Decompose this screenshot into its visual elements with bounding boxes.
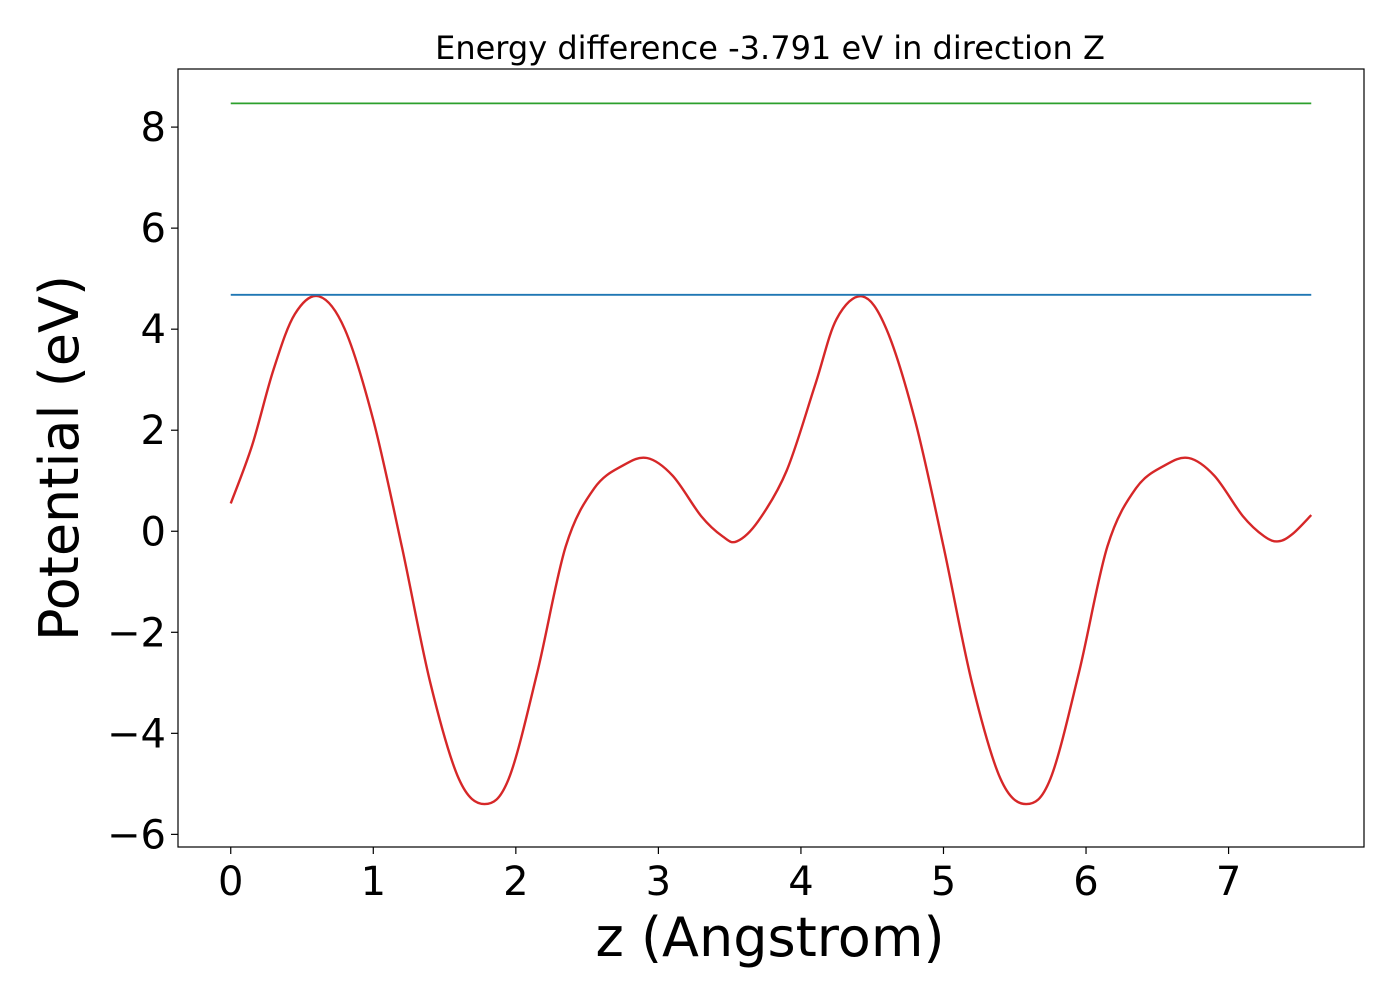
chart-title: Energy difference -3.791 eV in direction…	[435, 29, 1105, 67]
x-axis-label: z (Angstrom)	[595, 906, 944, 969]
series-line-0	[229, 294, 1313, 806]
x-tick-label: 3	[646, 859, 671, 905]
y-tick-label: 6	[141, 206, 166, 252]
x-tick-label: 5	[931, 859, 956, 905]
x-tick-label: 7	[1216, 859, 1241, 905]
x-axis-ticks: 0 1 2 3 4 5 6 7	[218, 847, 1241, 905]
x-tick-label: 6	[1073, 859, 1098, 905]
y-tick-label: −4	[107, 711, 166, 757]
y-tick-label: −6	[107, 812, 166, 858]
y-tick-label: −2	[107, 610, 166, 656]
x-tick-label: 1	[361, 859, 386, 905]
x-tick-label: 2	[503, 859, 528, 905]
y-tick-label: 8	[141, 105, 166, 151]
y-axis-ticks: −6 −4 −2 0 2 4 6 8	[107, 105, 178, 858]
y-tick-label: 0	[141, 509, 166, 555]
plot-frame	[177, 68, 1365, 848]
series-layer	[229, 102, 1313, 806]
x-tick-label: 4	[788, 859, 813, 905]
y-tick-label: 4	[141, 307, 166, 353]
x-tick-label: 0	[218, 859, 243, 905]
y-axis-label: Potential (eV)	[28, 275, 91, 641]
y-tick-label: 2	[141, 408, 166, 454]
